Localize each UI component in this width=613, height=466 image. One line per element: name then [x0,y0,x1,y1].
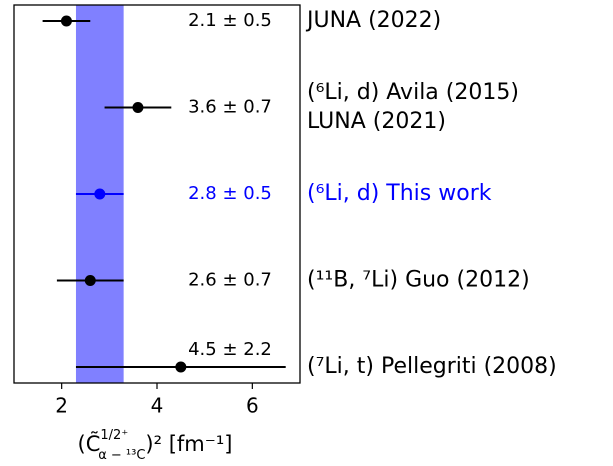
x-label-sup: 1/2⁺ [100,428,128,443]
point [94,188,106,200]
point [175,361,187,373]
category-label: (⁶Li, d) Avila (2015) [307,80,519,105]
point [84,275,96,286]
value-label: 4.5 ± 2.2 [188,339,272,360]
category-label: (⁶Li, d) This work [307,181,492,206]
point [132,102,144,113]
x-tick-label: 4 [151,394,164,418]
category-label: (¹¹B, ⁷Li) Guo (2012) [307,268,530,293]
x-tick-label: 2 [55,394,68,418]
x-label-open: (C̃ [78,431,101,456]
x-axis-label: (C̃1/2⁺ α − ¹³C)² [fm⁻¹] [78,428,233,463]
value-label: 3.6 ± 0.7 [188,97,272,118]
category-label: (⁷Li, t) Pellegriti (2008) [307,354,557,379]
category-label: LUNA (2021) [307,109,446,134]
x-label-sub: α − ¹³C [98,448,145,463]
point [60,15,72,27]
category-label: JUNA (2022) [305,8,441,33]
value-label: 2.8 ± 0.5 [188,183,272,204]
x-tick-label: 6 [246,394,259,418]
value-label: 2.6 ± 0.7 [188,270,272,291]
value-label: 2.1 ± 0.5 [188,10,272,31]
x-label-close: )² [fm⁻¹] [145,432,232,456]
